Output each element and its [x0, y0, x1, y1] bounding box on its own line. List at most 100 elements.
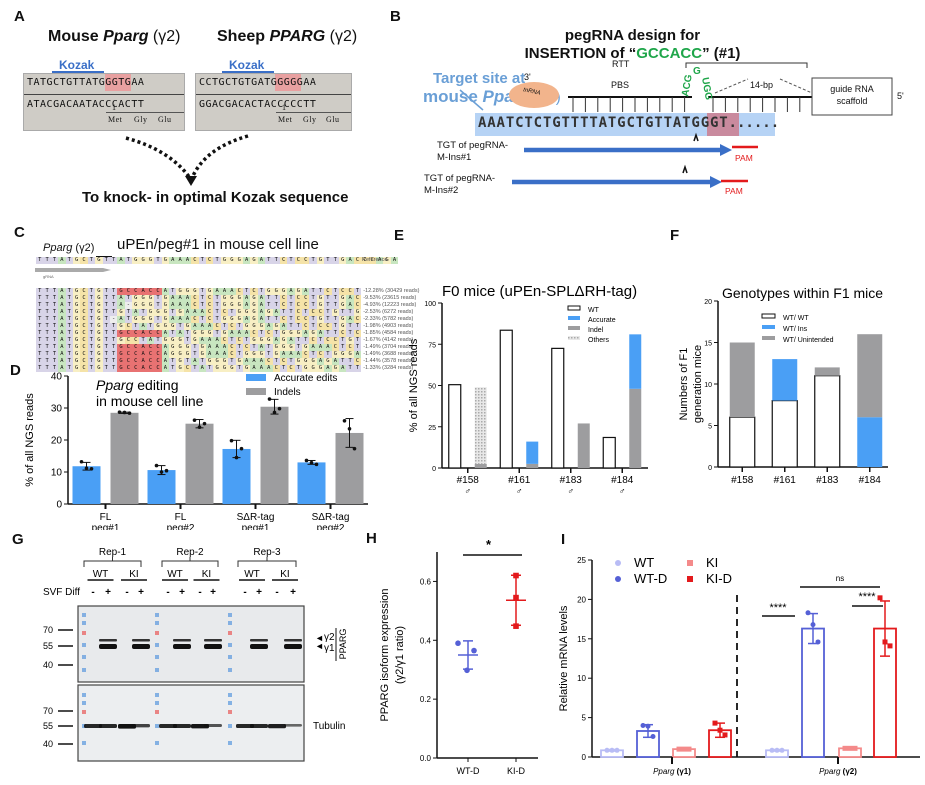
legend-label: WT/ Unintended	[783, 337, 834, 344]
sheep-top-strand: CCTGCTGTGATGGGGGAA	[199, 77, 317, 88]
target-sequence: AAATCTCTGTTTTATGCTGTTATGGGT......	[478, 115, 780, 131]
arrow-head-icon	[185, 176, 197, 186]
legend-label: Indels	[274, 387, 301, 398]
insert-loop: ACG G UGG	[680, 66, 714, 101]
tubulin-band	[84, 724, 102, 728]
svg-text:ACG: ACG	[680, 74, 695, 98]
legend-label: KI	[706, 555, 718, 570]
significance-label: ****	[858, 591, 876, 603]
data-point	[352, 446, 357, 451]
legend-marker	[615, 560, 621, 566]
ladder-band	[228, 631, 232, 635]
mouse-gene-name: Pparg	[103, 28, 149, 45]
chart-d: 0 10 20 30 40 % of all NGS reads Pparg editing…	[24, 372, 368, 530]
mouse-atg-highlight	[105, 74, 131, 91]
ladder-band	[228, 741, 232, 745]
x-tick-label: Pparg (γ1)	[653, 767, 691, 776]
tubulin-band	[118, 724, 136, 729]
bar-accurate	[629, 334, 642, 389]
svf-sign: -	[125, 587, 128, 598]
ladder-band	[82, 655, 86, 659]
panel-label-c: C	[14, 224, 25, 241]
tgt2-label: TGT of pegRNA- M-Ins#2	[424, 173, 496, 196]
target-sequence-highlight	[475, 113, 775, 136]
sheep-bottom-strand: GGACGACACTACCCCCTT	[199, 99, 317, 110]
svf-sign: -	[198, 587, 201, 598]
x-tick-label: #183	[560, 475, 583, 486]
tubulin-band	[159, 724, 177, 728]
data-point	[347, 427, 352, 431]
tubulin-band	[204, 724, 222, 727]
tubulin-label: Tubulin	[313, 721, 345, 732]
data-point	[604, 747, 610, 753]
pparg-gamma2-band	[284, 639, 302, 642]
mouse-title-text: Mouse	[48, 28, 104, 45]
bar-wt-d	[801, 627, 825, 758]
mw-marker-label: 40	[43, 660, 53, 670]
bar-accurate	[526, 441, 539, 464]
y-axis-label: generation mice	[692, 345, 704, 423]
data-point	[234, 455, 239, 460]
tubulin-band	[284, 724, 302, 727]
data-point	[722, 732, 728, 738]
data-point	[314, 462, 319, 467]
genotype-label: KI	[202, 569, 211, 580]
pparg-gamma2-band	[250, 639, 268, 642]
y-tick-label: 15	[577, 635, 586, 644]
ladder-band	[82, 631, 86, 635]
trna-blob	[509, 82, 559, 108]
ladder-band	[228, 655, 232, 659]
replicate-label: Rep-1	[99, 547, 127, 558]
legend-label: KI-D	[706, 571, 732, 586]
kozak-label-sheep: Kozak	[229, 58, 265, 72]
grna-arrow	[35, 268, 111, 272]
data-point	[614, 747, 620, 753]
data-point	[513, 572, 519, 579]
pam-label-1: PAM	[735, 153, 753, 163]
legend-marker	[687, 560, 693, 566]
legend-marker	[615, 576, 621, 582]
gamma1-label: γ1	[324, 643, 335, 654]
read-frequency: -1.85% (4584 reads)	[363, 330, 414, 336]
replicate-bracket	[237, 557, 297, 567]
ladder-band	[155, 643, 159, 647]
y-tick-label: 5	[582, 714, 587, 723]
x-tick-label: peg#1	[242, 523, 270, 530]
data-point	[197, 425, 202, 429]
read-frequency: -2.53% (6272 reads)	[363, 309, 414, 315]
bar-indel	[629, 388, 642, 468]
kozak-label-mouse: Kozak	[59, 58, 95, 72]
data-point	[455, 640, 461, 647]
panel-label-g: G	[12, 531, 24, 548]
significance-label: ns	[836, 574, 844, 583]
chart-title: F0 mice (uPEn-SPLΔRH-tag)	[442, 283, 637, 300]
legend-marker	[687, 576, 693, 582]
data-point	[202, 421, 207, 426]
pparg-label: PPARG	[338, 629, 348, 660]
y-tick-label: 0.4	[420, 636, 432, 645]
y-tick-label: 0	[708, 465, 712, 472]
x-tick-label: FL	[100, 512, 112, 523]
y-tick-label: 20	[704, 299, 712, 306]
read-frequency: -1.49% (3688 reads)	[363, 351, 414, 357]
ladder-band	[82, 693, 86, 697]
data-point	[847, 745, 853, 751]
data-point	[229, 438, 234, 443]
y-tick-label: 0	[56, 500, 62, 511]
insert-sequence: GCCACC	[636, 45, 703, 62]
ladder-band	[155, 701, 159, 705]
y-axis-label: PPARG isoform expression	[379, 588, 391, 721]
legend-label: WT-D	[634, 571, 667, 586]
ladder-band	[155, 693, 159, 697]
mw-marker-label: 70	[43, 706, 53, 716]
tubulin-band	[99, 724, 117, 728]
mw-marker-label: 40	[43, 739, 53, 749]
panel-label-e: E	[394, 227, 405, 244]
